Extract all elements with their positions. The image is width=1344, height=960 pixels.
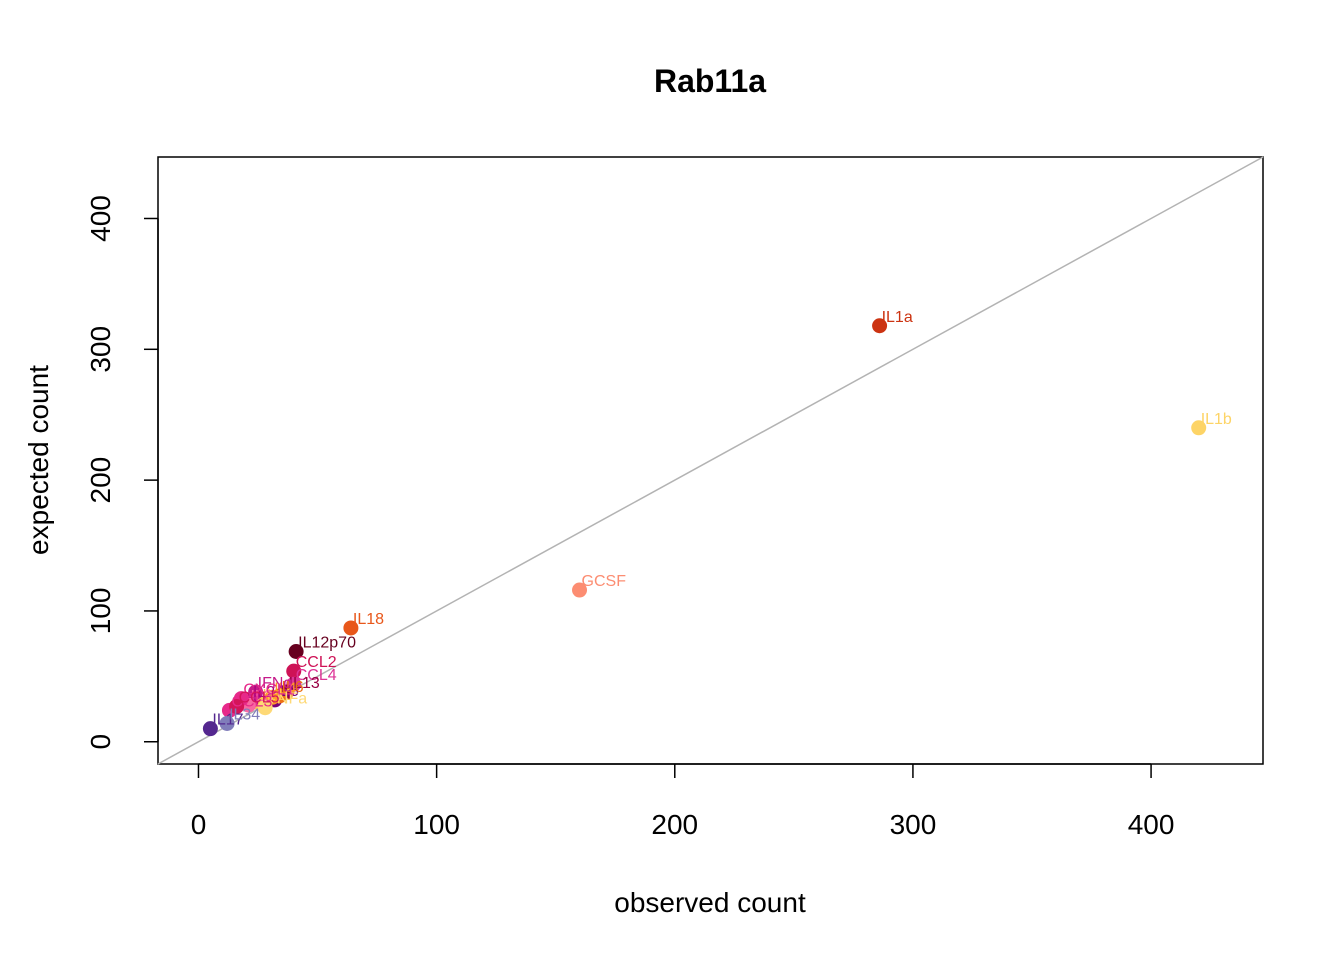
point-label: IL10: [262, 687, 293, 704]
x-axis-label: observed count: [614, 887, 806, 918]
data-point: [229, 698, 245, 714]
data-point: [219, 715, 235, 731]
data-points: IL1aIL1bGCSFIL18IL12p70CCL2CCL4IL13IL5IL…: [202, 309, 1232, 737]
point-label: IL2: [253, 684, 275, 701]
point-label: CCL2: [296, 654, 337, 671]
point-label: CCL5: [239, 689, 280, 706]
point-label: IL1b: [1201, 411, 1232, 428]
point-label: IL4: [274, 680, 296, 697]
y-tick-label: 0: [85, 734, 116, 750]
x-tick-label: 400: [1128, 809, 1175, 840]
point-label: TNFa: [267, 691, 307, 708]
point-label: CCL3: [231, 693, 272, 710]
x-tick-label: 300: [890, 809, 937, 840]
data-point: [202, 721, 218, 737]
data-point: [872, 318, 888, 334]
data-point: [1191, 420, 1207, 436]
point-label: IL17: [212, 712, 243, 729]
chart-title: Rab11a: [654, 63, 766, 99]
point-label: IL12p70: [298, 634, 356, 651]
point-label: IL5: [277, 683, 299, 700]
x-tick-label: 100: [413, 809, 460, 840]
point-label: IL34: [229, 706, 260, 723]
data-point: [264, 689, 280, 705]
x-tick-label: 0: [191, 809, 207, 840]
x-axis: 0 100 200 300 400: [191, 763, 1175, 840]
data-point: [286, 663, 302, 679]
x-tick-label: 200: [651, 809, 698, 840]
data-point: [572, 582, 588, 598]
data-point: [257, 700, 273, 716]
y-tick-label: 400: [85, 195, 116, 242]
point-label: CXCL1: [243, 682, 295, 699]
y-tick-label: 100: [85, 588, 116, 635]
identity-reference-line: [157, 156, 1264, 765]
point-label: IL18: [353, 611, 384, 628]
data-point: [248, 684, 264, 700]
point-label: CCL4: [296, 667, 337, 684]
y-tick-label: 200: [85, 457, 116, 504]
data-point: [343, 620, 359, 636]
data-point: [288, 643, 304, 659]
y-tick-label: 300: [85, 326, 116, 373]
point-label: IL1a: [882, 309, 913, 326]
y-axis-label: expected count: [23, 365, 54, 555]
point-label: IL3: [250, 688, 272, 705]
y-axis: 0 100 200 300 400: [85, 195, 159, 750]
point-label: GCSF: [582, 573, 627, 590]
point-label: IL6: [281, 679, 303, 696]
point-label: IFNg: [258, 675, 293, 692]
point-label: IL13: [289, 675, 320, 692]
